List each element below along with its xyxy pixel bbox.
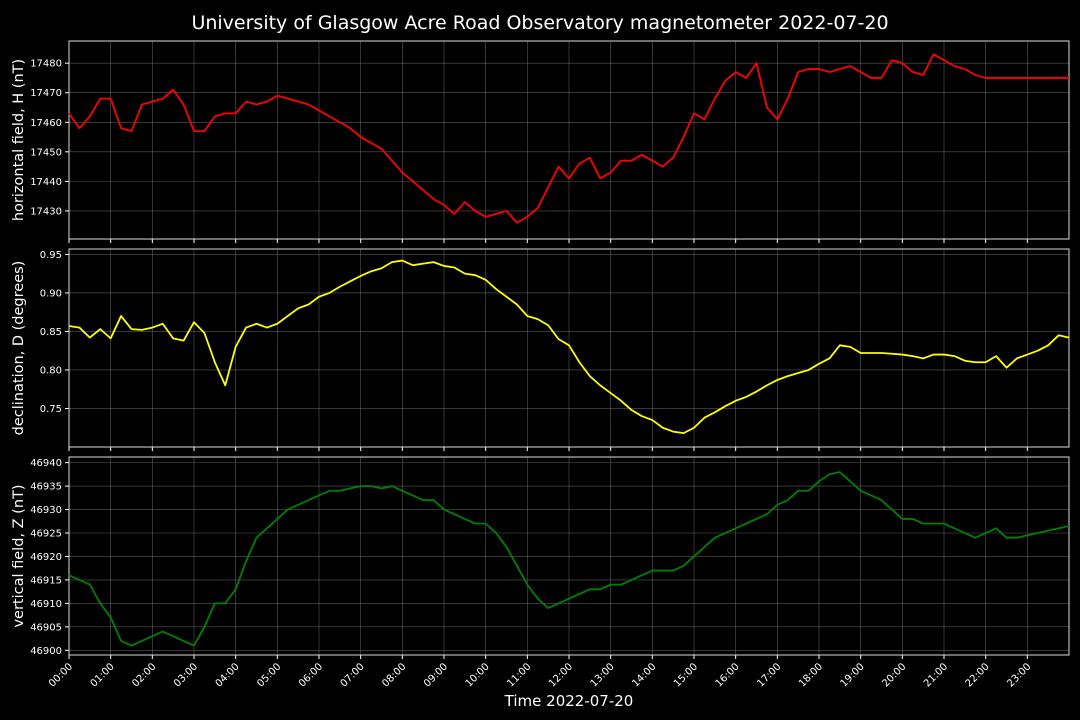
y-tick-label: 46940 <box>30 458 62 469</box>
x-tick-label: 19:00 <box>839 661 867 689</box>
y-tick-label: 46935 <box>30 482 62 493</box>
y-axis-label: declination, D (degrees) <box>11 261 27 436</box>
y-tick-label: 0.75 <box>40 404 62 415</box>
y-tick-label: 17440 <box>30 177 62 188</box>
panel-frame <box>68 40 1070 240</box>
y-tick-label: 46915 <box>30 575 62 586</box>
x-tick-label: 18:00 <box>797 661 825 689</box>
y-tick-label: 0.85 <box>40 327 62 338</box>
series-line <box>68 471 1070 647</box>
x-tick-label: 02:00 <box>130 661 158 689</box>
x-tick-label: 20:00 <box>880 661 908 689</box>
y-tick-label: 46900 <box>30 646 62 657</box>
panel-2: 0.75 0.80 0.85 0.90 0.95 declination, D (degr… <box>11 248 1070 451</box>
x-axis-label: Time 2022-07-20 <box>504 692 634 710</box>
x-tick-label: 22:00 <box>964 661 992 689</box>
y-tick-label: 17480 <box>30 59 62 70</box>
y-tick-label: 17450 <box>30 147 62 158</box>
x-tick-label: 11:00 <box>505 661 533 689</box>
y-tick-label: 17430 <box>30 206 62 217</box>
y-axis-label: horizontal field, H (nT) <box>11 59 27 221</box>
x-tick-label: 16:00 <box>714 661 742 689</box>
y-tick-label: 46905 <box>30 622 62 633</box>
chart-title: University of Glasgow Acre Road Observat… <box>191 12 888 34</box>
series-line <box>68 259 1070 435</box>
x-tick-label: 14:00 <box>630 661 658 689</box>
x-tick-label: 10:00 <box>464 661 492 689</box>
y-tick-label: 17460 <box>30 118 62 129</box>
y-tick-label: 17470 <box>30 88 62 99</box>
y-axis-label: vertical field, Z (nT) <box>11 484 27 627</box>
x-tick-label: 07:00 <box>339 661 367 689</box>
panel-frame <box>68 248 1070 448</box>
panel-3: 46900 46905 46910 46915 46920 46925 46930 46935… <box>11 456 1070 659</box>
y-tick-label: 46920 <box>30 552 62 563</box>
panel-1: 17430 17440 17450 17460 17470 17480horizontal… <box>11 40 1070 243</box>
y-tick-label: 46910 <box>30 599 62 610</box>
y-tick-label: 0.80 <box>40 365 62 376</box>
x-tick-label: 21:00 <box>922 661 950 689</box>
y-tick-label: 0.95 <box>40 250 62 261</box>
series-line <box>68 53 1069 224</box>
y-tick-label: 0.90 <box>40 288 62 299</box>
x-tick-label: 03:00 <box>172 661 200 689</box>
y-tick-label: 46925 <box>30 529 62 540</box>
panel-frame <box>68 456 1070 656</box>
x-tick-label: 08:00 <box>380 661 408 689</box>
x-tick-label: 06:00 <box>297 661 325 689</box>
x-tick-label: 13:00 <box>589 661 617 689</box>
x-tick-label: 17:00 <box>755 661 783 689</box>
x-tick-label: 12:00 <box>547 661 575 689</box>
x-tick-label: 01:00 <box>89 661 117 689</box>
x-tick-label: 04:00 <box>214 661 242 689</box>
x-tick-label: 00:00 <box>47 661 75 689</box>
y-tick-label: 46930 <box>30 505 62 516</box>
x-tick-label: 09:00 <box>422 661 450 689</box>
x-tick-label: 05:00 <box>255 661 283 689</box>
x-tick-label: 23:00 <box>1005 661 1033 689</box>
x-tick-label: 15:00 <box>672 661 700 689</box>
